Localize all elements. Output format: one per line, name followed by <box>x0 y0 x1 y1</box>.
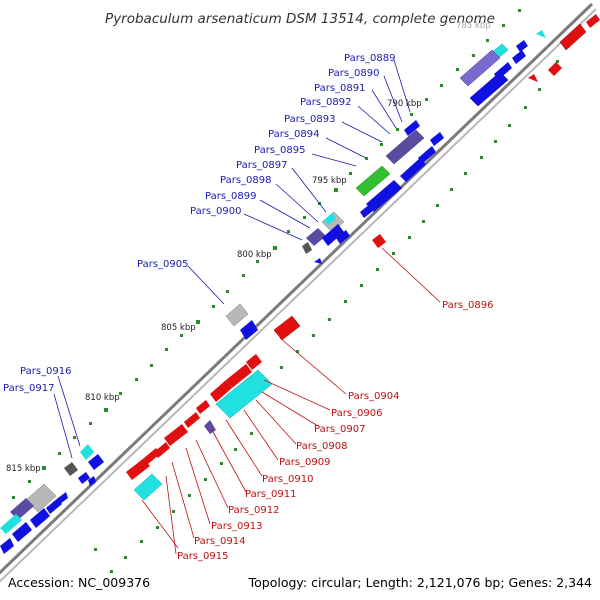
gene-label-pars-0898[interactable]: Pars_0898 <box>220 175 271 186</box>
cds-forward[interactable] <box>240 320 258 340</box>
cds-reverse[interactable] <box>528 74 538 82</box>
cds-reverse[interactable] <box>126 458 150 480</box>
cds-reverse[interactable] <box>372 234 386 248</box>
gene-label-pars-0911[interactable]: Pars_0911 <box>245 489 296 500</box>
gene-label-pars-0907[interactable]: Pars_0907 <box>314 424 365 435</box>
green-feature[interactable] <box>355 165 391 197</box>
gene-label-pars-0894[interactable]: Pars_0894 <box>268 129 319 140</box>
cds-forward[interactable] <box>322 224 344 246</box>
forward-strand-features <box>0 30 546 554</box>
gray-feature[interactable] <box>225 303 249 327</box>
cds-reverse[interactable] <box>144 448 160 464</box>
coordinate-ticks <box>12 9 559 573</box>
accession-text: Accession: NC_009376 <box>8 575 150 590</box>
rna-feature[interactable] <box>0 514 22 534</box>
cds-forward[interactable] <box>30 508 50 528</box>
gene-label-pars-0889[interactable]: Pars_0889 <box>344 53 395 64</box>
cds-forward[interactable] <box>512 50 526 64</box>
kbp-label-800: 800 kbp <box>237 250 272 260</box>
cds-reverse[interactable] <box>548 62 562 76</box>
cds-forward[interactable] <box>430 132 444 146</box>
gene-label-pars-0909[interactable]: Pars_0909 <box>279 457 330 468</box>
gene-label-pars-0906[interactable]: Pars_0906 <box>331 408 382 419</box>
cds-forward[interactable] <box>314 258 322 264</box>
gene-label-pars-0895[interactable]: Pars_0895 <box>254 145 305 156</box>
gene-label-pars-0910[interactable]: Pars_0910 <box>262 474 313 485</box>
cds-forward[interactable] <box>12 522 32 542</box>
gene-label-pars-0896[interactable]: Pars_0896 <box>442 300 493 311</box>
kbp-label-785: 785 kbp <box>456 21 491 31</box>
gene-label-pars-0897[interactable]: Pars_0897 <box>236 160 287 171</box>
kbp-label-810: 810 kbp <box>85 393 120 403</box>
cds-forward[interactable] <box>418 146 436 164</box>
cds-reverse[interactable] <box>196 400 210 414</box>
cds-reverse[interactable] <box>273 315 301 341</box>
reverse-strand-features <box>126 14 600 501</box>
gene-label-pars-0912[interactable]: Pars_0912 <box>228 505 279 516</box>
map-title: Pyrobaculum arsenaticum DSM 13514, compl… <box>105 11 495 27</box>
gene-label-pars-0905[interactable]: Pars_0905 <box>137 259 188 270</box>
gene-label-pars-0890[interactable]: Pars_0890 <box>328 68 379 79</box>
cds-reverse[interactable] <box>164 424 188 446</box>
gray-feature[interactable] <box>64 462 78 476</box>
gene-label-pars-0892[interactable]: Pars_0892 <box>300 97 351 108</box>
cds-forward[interactable] <box>360 204 374 218</box>
pseudo-feature[interactable] <box>306 228 326 246</box>
gray-feature[interactable] <box>25 483 57 513</box>
gene-label-pars-0891[interactable]: Pars_0891 <box>314 83 365 94</box>
cds-forward[interactable] <box>469 71 509 107</box>
cds-reverse[interactable] <box>246 354 262 370</box>
cds-forward[interactable] <box>0 538 14 554</box>
cds-forward[interactable] <box>366 180 402 212</box>
gene-label-pars-0893[interactable]: Pars_0893 <box>284 114 335 125</box>
cds-forward[interactable] <box>78 472 90 484</box>
gene-label-pars-0914[interactable]: Pars_0914 <box>194 536 245 547</box>
pseudo-feature[interactable] <box>459 49 501 87</box>
rna-feature[interactable] <box>133 473 163 501</box>
cds-forward[interactable] <box>88 476 96 486</box>
cds-forward[interactable] <box>516 40 528 52</box>
cds-reverse[interactable] <box>184 412 200 428</box>
kbp-label-815: 815 kbp <box>6 464 41 474</box>
cds-forward[interactable] <box>88 454 104 470</box>
cds-reverse[interactable] <box>559 23 587 51</box>
kbp-label-805: 805 kbp <box>161 323 196 333</box>
rna-feature[interactable] <box>536 30 546 38</box>
rna-feature[interactable] <box>80 444 94 460</box>
cds-forward[interactable] <box>46 498 62 514</box>
forward-gene-labels <box>53 59 411 459</box>
kbp-label-795: 795 kbp <box>312 176 347 186</box>
kbp-label-790: 790 kbp <box>387 99 422 109</box>
gene-label-pars-0915[interactable]: Pars_0915 <box>177 551 228 562</box>
gene-label-pars-0908[interactable]: Pars_0908 <box>296 441 347 452</box>
gene-label-pars-0916[interactable]: Pars_0916 <box>20 366 71 377</box>
cds-forward[interactable] <box>400 158 426 182</box>
genome-backbone-shadow <box>0 8 597 583</box>
cds-forward[interactable] <box>494 62 512 80</box>
pseudo-feature[interactable] <box>204 420 216 434</box>
topology-text: Topology: circular; Length: 2,121,076 bp… <box>248 575 592 590</box>
cds-reverse[interactable] <box>586 14 600 28</box>
cds-forward[interactable] <box>58 492 68 504</box>
gene-label-pars-0900[interactable]: Pars_0900 <box>190 206 241 217</box>
gene-label-pars-0904[interactable]: Pars_0904 <box>348 391 399 402</box>
cds-forward[interactable] <box>336 230 350 244</box>
gene-label-pars-0899[interactable]: Pars_0899 <box>205 191 256 202</box>
pseudo-feature[interactable] <box>385 129 425 165</box>
gene-label-pars-0917[interactable]: Pars_0917 <box>3 383 54 394</box>
gene-label-pars-0913[interactable]: Pars_0913 <box>211 521 262 532</box>
cds-forward[interactable] <box>404 120 420 136</box>
reverse-gene-labels <box>141 247 441 555</box>
gray-feature[interactable] <box>302 242 312 254</box>
cds-reverse[interactable] <box>226 364 252 388</box>
rna-feature[interactable] <box>324 213 336 225</box>
cds-reverse[interactable] <box>210 380 232 402</box>
